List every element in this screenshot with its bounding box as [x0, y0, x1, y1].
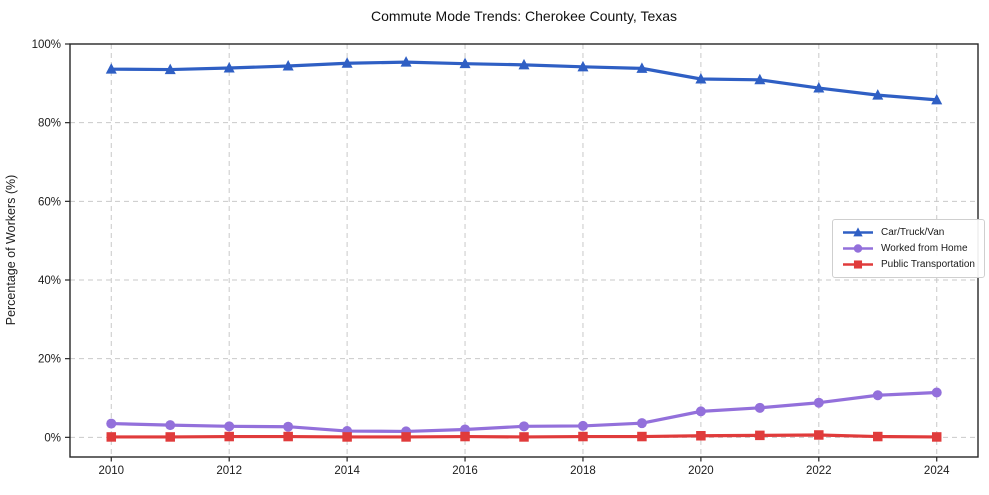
data-point-circle — [754, 402, 765, 413]
x-tick-label: 2022 — [806, 465, 832, 477]
data-point-circle — [872, 390, 883, 401]
y-tick-label: 60% — [38, 196, 61, 208]
data-point-triangle — [695, 73, 707, 84]
data-point-circle — [695, 406, 706, 417]
data-point-square — [637, 431, 647, 442]
data-point-circle — [577, 420, 588, 431]
legend-label: Worked from Home — [881, 243, 968, 254]
data-point-square — [853, 260, 863, 269]
data-point-circle — [636, 418, 647, 429]
data-point-circle — [931, 387, 942, 398]
series-worked-from-home — [106, 387, 942, 437]
data-point-triangle — [636, 62, 648, 73]
data-point-circle — [224, 421, 235, 432]
x-tick-label: 2012 — [216, 465, 242, 477]
x-tick-label: 2020 — [688, 465, 714, 477]
data-point-square — [578, 431, 588, 442]
data-point-square — [873, 431, 883, 442]
y-axis-label: Percentage of Workers (%) — [4, 175, 18, 326]
data-point-triangle — [931, 93, 943, 105]
data-point-circle — [283, 421, 294, 432]
x-tick-label: 2010 — [98, 465, 124, 477]
data-point-triangle — [853, 227, 863, 237]
plot-layers: 2010 2012 2014 2016 2018 2020 2022 2024 0% 20% 40%… — [32, 39, 979, 477]
legend-item-public-transportation: Public Transportation — [842, 258, 975, 271]
data-point-triangle — [164, 63, 176, 75]
data-point-triangle — [459, 57, 471, 69]
data-point-square — [696, 431, 706, 441]
data-point-square — [814, 430, 824, 440]
x-tick-label: 2024 — [924, 465, 950, 477]
data-point-square — [342, 432, 352, 442]
legend-triangle-up-icon — [843, 227, 873, 237]
data-point-triangle — [341, 57, 353, 68]
data-point-triangle — [105, 63, 117, 74]
data-point-triangle — [518, 58, 530, 70]
data-point-circle — [165, 420, 176, 431]
legend-label: Public Transportation — [881, 259, 975, 270]
data-point-triangle — [813, 82, 825, 93]
y-tick-label: 100% — [32, 39, 61, 51]
data-point-triangle — [872, 89, 884, 100]
legend-item-worked-from-home: Worked from Home — [842, 242, 975, 255]
chart-title: Commute Mode Trends: Cherokee County, Te… — [371, 8, 677, 24]
data-point-square — [519, 432, 529, 442]
data-point-square — [165, 432, 175, 442]
data-point-circle — [813, 397, 824, 408]
data-point-square — [931, 432, 942, 442]
legend-circle-icon — [843, 244, 873, 253]
data-point-circle — [519, 421, 529, 432]
x-tick-label: 2018 — [570, 465, 596, 477]
data-point-triangle — [577, 60, 589, 72]
series-car-truck-van — [105, 56, 943, 105]
data-point-square — [755, 430, 765, 441]
x-tick-label: 2014 — [334, 465, 360, 477]
data-point-square — [106, 432, 117, 442]
data-point-square — [283, 431, 293, 442]
data-point-triangle — [754, 73, 766, 85]
y-tick-label: 40% — [38, 275, 61, 287]
data-point-square — [401, 432, 411, 442]
data-point-triangle — [223, 61, 235, 73]
data-point-triangle — [282, 60, 294, 71]
legend-label: Car/Truck/Van — [881, 227, 945, 238]
y-tick-label: 80% — [38, 118, 61, 130]
series-public-transportation — [106, 430, 942, 442]
y-tick-label: 20% — [38, 354, 61, 366]
x-tick-label: 2016 — [452, 465, 478, 477]
legend-square-icon — [843, 260, 873, 269]
data-point-triangle — [400, 56, 412, 67]
data-point-square — [224, 431, 234, 442]
legend-item-car-truck-van: Car/Truck/Van — [842, 226, 975, 239]
legend: Car/Truck/Van Worked from Home Public Tran… — [832, 219, 985, 278]
data-point-square — [460, 431, 470, 442]
data-point-circle — [106, 418, 117, 429]
y-tick-label: 0% — [44, 432, 61, 444]
data-point-circle — [853, 244, 863, 253]
